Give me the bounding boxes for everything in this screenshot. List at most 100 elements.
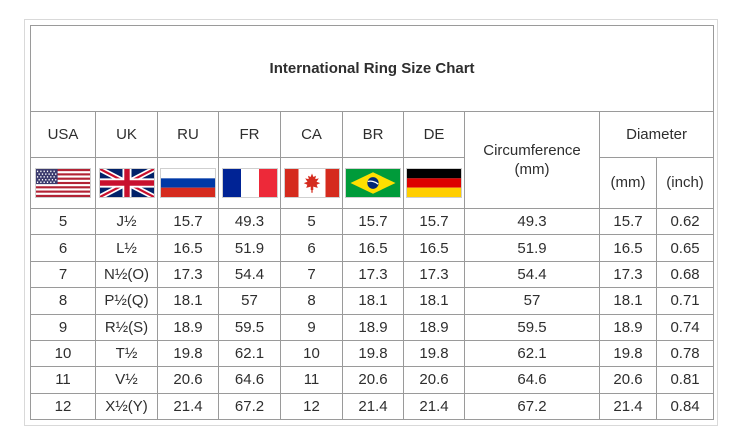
col-header-br: BR (342, 111, 404, 158)
table-cell: 18.1 (157, 287, 219, 315)
table-cell: 51.9 (218, 234, 281, 262)
table-cell: 19.8 (342, 339, 404, 368)
table-row: 10 T½ 19.8 62.1 10 19.8 19.8 62.1 19.8 0.78 (30, 339, 715, 368)
canada-flag-cell (280, 156, 343, 210)
table-cell: 21.4 (342, 392, 404, 421)
col-header-ca: CA (280, 111, 343, 158)
col-header-diameter: Diameter (598, 111, 715, 158)
title-row: International Ring Size Chart (29, 24, 715, 113)
table-cell: 21.4 (403, 392, 465, 421)
table-cell: L½ (95, 234, 158, 262)
table-cell: 19.8 (403, 339, 465, 368)
table-cell: 20.6 (599, 366, 657, 394)
canada-flag-icon (283, 167, 340, 198)
table-cell: 64.6 (218, 366, 281, 394)
table-cell: 19.8 (157, 339, 219, 368)
table-cell: 0.62 (655, 208, 715, 236)
table-cell: 8 (30, 287, 96, 315)
table-cell: 11 (30, 366, 96, 394)
table-cell: 5 (30, 208, 96, 236)
table-cell: 0.74 (655, 313, 715, 341)
table-row: 9 R½(S) 18.9 59.5 9 18.9 18.9 59.5 18.9 0.74 (30, 313, 715, 341)
table-cell: 15.7 (403, 208, 465, 236)
table-cell: 11 (280, 366, 343, 394)
table-cell: 20.6 (342, 366, 404, 394)
flag-row: (mm) (inch) (30, 156, 715, 210)
col-header-fr: FR (218, 111, 281, 158)
table-cell: 10 (280, 339, 343, 368)
table-cell: 17.3 (342, 260, 404, 289)
table-cell: 62.1 (464, 339, 600, 368)
table-cell: R½(S) (95, 313, 158, 341)
table-cell: 6 (280, 234, 343, 262)
table-cell: 0.65 (655, 234, 715, 262)
table-cell: 17.3 (599, 260, 657, 289)
table-cell: 59.5 (218, 313, 281, 341)
table-cell: 49.3 (218, 208, 281, 236)
diameter-unit-mm: (mm) (599, 156, 657, 210)
table-cell: N½(O) (95, 260, 158, 289)
table-cell: 15.7 (342, 208, 404, 236)
table-row: 11 V½ 20.6 64.6 11 20.6 20.6 64.6 20.6 0.81 (30, 366, 715, 394)
table-cell: 7 (280, 260, 343, 289)
circumference-unit: (mm) (514, 161, 550, 179)
table-row: 7 N½(O) 17.3 54.4 7 17.3 17.3 54.4 17.3 0.68 (30, 260, 715, 289)
col-header-usa: USA (30, 111, 96, 158)
col-header-ru: RU (157, 111, 219, 158)
table-row: 8 P½(Q) 18.1 57 8 18.1 18.1 57 18.1 0.71 (30, 287, 715, 315)
table-cell: 9 (280, 313, 343, 341)
brazil-flag-cell (342, 156, 404, 210)
table-cell: 67.2 (218, 392, 281, 421)
diameter-unit-inch: (inch) (655, 156, 715, 210)
table-cell: 20.6 (403, 366, 465, 394)
table-row: 5 J½ 15.7 49.3 5 15.7 15.7 49.3 15.7 0.62 (30, 208, 715, 236)
table-cell: 15.7 (157, 208, 219, 236)
table-cell: 19.8 (599, 339, 657, 368)
table-cell: 0.68 (655, 260, 715, 289)
chart-title: International Ring Size Chart (29, 24, 715, 113)
russia-flag-cell (157, 156, 219, 210)
table-cell: 0.81 (655, 366, 715, 394)
table-cell: J½ (95, 208, 158, 236)
table-cell: 15.7 (599, 208, 657, 236)
country-code-row: USA UK RU FR CA BR DE Circumference (mm)… (30, 111, 715, 210)
uk-flag-cell (95, 156, 158, 210)
table-cell: 18.1 (599, 287, 657, 315)
table-cell: 67.2 (464, 392, 600, 421)
table-cell: 18.9 (599, 313, 657, 341)
chart-frame: International Ring Size Chart USA UK RU … (24, 19, 718, 426)
table-cell: 21.4 (157, 392, 219, 421)
table-cell: 10 (30, 339, 96, 368)
table-cell: 0.71 (655, 287, 715, 315)
table-cell: 18.9 (157, 313, 219, 341)
table-cell: 7 (30, 260, 96, 289)
col-header-uk: UK (95, 111, 158, 158)
uk-flag-icon (98, 167, 155, 198)
table-cell: 49.3 (464, 208, 600, 236)
table-cell: 18.1 (342, 287, 404, 315)
brazil-flag-icon (345, 167, 401, 198)
ring-size-table: International Ring Size Chart USA UK RU … (29, 24, 715, 421)
col-header-de: DE (403, 111, 465, 158)
table-cell: 18.9 (342, 313, 404, 341)
ring-size-table-head: International Ring Size Chart USA UK RU … (29, 24, 715, 210)
ring-size-table-body: 5 J½ 15.7 49.3 5 15.7 15.7 49.3 15.7 0.62 6 L½ 16.5 5… (30, 208, 715, 421)
table-cell: P½(Q) (95, 287, 158, 315)
table-cell: V½ (95, 366, 158, 394)
table-cell: 17.3 (403, 260, 465, 289)
germany-flag-cell (403, 156, 465, 210)
table-cell: 20.6 (157, 366, 219, 394)
table-cell: 54.4 (218, 260, 281, 289)
table-cell: 59.5 (464, 313, 600, 341)
table-cell: 8 (280, 287, 343, 315)
circumference-label: Circumference (483, 141, 581, 159)
usa-flag-cell (30, 156, 96, 210)
table-cell: X½(Y) (95, 392, 158, 421)
table-row: 12 X½(Y) 21.4 67.2 12 21.4 21.4 67.2 21.4 0.84 (30, 392, 715, 421)
table-cell: 57 (464, 287, 600, 315)
table-cell: 57 (218, 287, 281, 315)
table-cell: 18.9 (403, 313, 465, 341)
table-cell: 54.4 (464, 260, 600, 289)
table-cell: 12 (30, 392, 96, 421)
table-cell: 16.5 (403, 234, 465, 262)
